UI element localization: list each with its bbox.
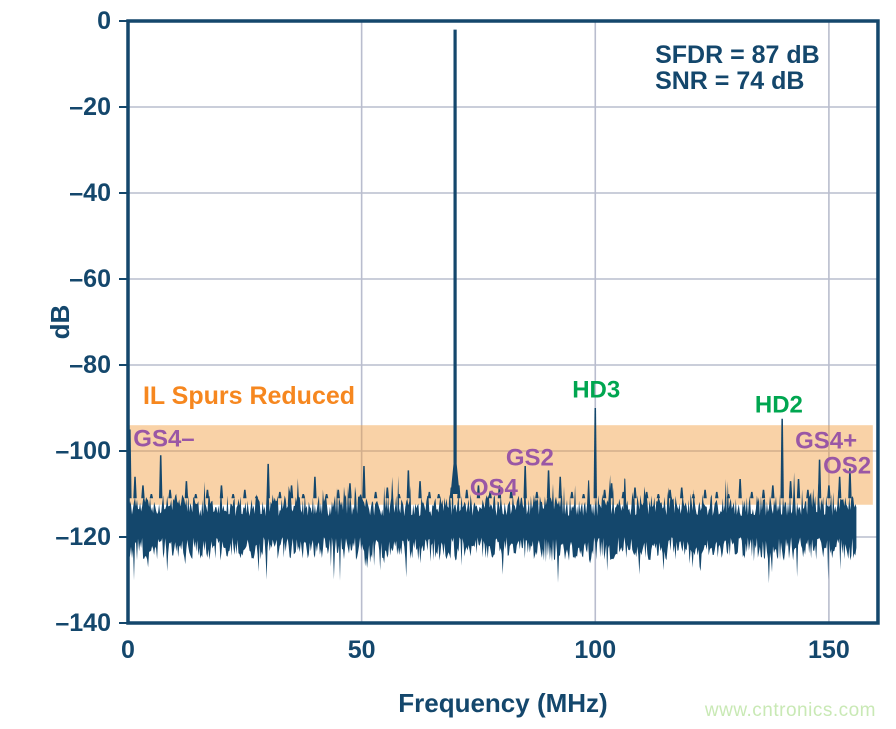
spur [680, 487, 684, 499]
spur [788, 481, 793, 499]
spur [771, 485, 775, 499]
spur [535, 491, 539, 499]
spur-label-gs4: GS4– [133, 425, 194, 452]
spur-label-gs2: GS2 [506, 444, 554, 471]
spur [149, 494, 154, 499]
stats-line: SFDR = 87 dB [655, 41, 820, 69]
spur [301, 494, 305, 499]
spur [726, 494, 731, 499]
y-tick-label: –140 [55, 609, 111, 637]
spur [373, 491, 378, 499]
stats-line: SNR = 74 dB [655, 67, 804, 95]
spur-label-hd2: HD2 [755, 391, 803, 418]
spur [668, 489, 672, 499]
spur [205, 489, 210, 499]
spur [715, 491, 719, 499]
x-tick-label: 100 [574, 636, 616, 664]
spur [523, 466, 527, 499]
spur [362, 466, 366, 499]
spur [313, 476, 317, 499]
spur [558, 476, 562, 499]
spur [348, 483, 352, 499]
spur-label-hd3: HD3 [572, 376, 620, 403]
spur [133, 476, 137, 499]
spur [397, 494, 401, 499]
spur [437, 494, 441, 499]
x-axis-title: Frequency (MHz) [398, 688, 607, 718]
spur [184, 481, 189, 499]
spur [644, 491, 649, 499]
spur [159, 455, 163, 499]
y-tick-label: –60 [69, 265, 111, 293]
spur [837, 476, 842, 499]
spur [488, 491, 492, 499]
y-tick-label: –100 [55, 437, 111, 465]
spur [602, 489, 607, 499]
spur [497, 485, 502, 499]
y-tick-label: –40 [69, 179, 111, 207]
spur [827, 485, 831, 499]
spur [231, 494, 235, 499]
x-tick-label: 50 [348, 636, 376, 664]
y-tick-label: –20 [69, 93, 111, 121]
y-tick-label: –80 [69, 351, 111, 379]
noise-floor [128, 472, 857, 584]
spur [806, 489, 810, 499]
spur [581, 494, 586, 499]
spur [219, 485, 224, 499]
spur [266, 463, 270, 499]
spur [691, 494, 696, 499]
spur [336, 489, 340, 499]
spur [418, 481, 422, 499]
spur [780, 418, 784, 499]
plot-border [126, 19, 880, 625]
spur [406, 470, 411, 499]
y-tick-label: –120 [55, 523, 111, 551]
watermark: www.cntronics.com [704, 700, 876, 721]
spur [465, 489, 469, 499]
spur [593, 408, 597, 499]
spur [141, 485, 145, 499]
spur [168, 489, 172, 499]
spur [385, 487, 390, 499]
spur [324, 494, 329, 499]
spur-label-os4: OS4 [470, 474, 519, 501]
spur [848, 468, 852, 499]
spur-label-os2: OS2 [823, 453, 871, 480]
spur [750, 491, 754, 499]
spur [609, 483, 614, 499]
spur [621, 491, 626, 499]
il-spurs-reduced-label: IL Spurs Reduced [143, 382, 355, 410]
spur [546, 470, 551, 499]
y-tick-label: 0 [97, 7, 111, 35]
spur [633, 487, 637, 499]
spur [570, 491, 574, 499]
spur [796, 478, 801, 499]
spur [817, 459, 822, 499]
spur [254, 496, 259, 499]
spur [656, 494, 661, 499]
y-axis-title: dB [45, 305, 75, 340]
spur [476, 485, 481, 499]
spur-label-gs4: GS4+ [795, 428, 857, 455]
spur [289, 485, 294, 499]
fundamental-tone [450, 29, 460, 494]
spur [243, 489, 247, 499]
spur [427, 491, 432, 499]
spur [278, 491, 282, 499]
spur [509, 489, 513, 499]
spur [761, 489, 766, 499]
spur [703, 489, 707, 499]
x-tick-label: 0 [121, 636, 135, 664]
spur [194, 494, 198, 499]
x-tick-label: 150 [808, 636, 850, 664]
spur [738, 478, 742, 499]
